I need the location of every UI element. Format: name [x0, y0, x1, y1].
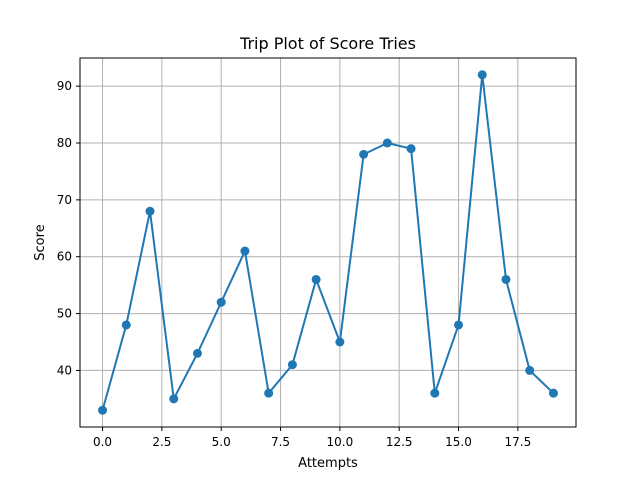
- y-tick-label: 40: [57, 363, 72, 377]
- x-tick-label: 12.5: [386, 435, 413, 449]
- data-point: [145, 206, 155, 216]
- plot-frame: [79, 57, 577, 428]
- y-axis-title: Score: [33, 224, 48, 260]
- points-layer: [98, 70, 558, 415]
- x-tick-label: 17.5: [504, 435, 531, 449]
- chart-title: Trip Plot of Score Tries: [239, 34, 416, 53]
- x-tick-label: 10.0: [327, 435, 354, 449]
- x-axis-title: Attempts: [298, 456, 358, 471]
- data-point: [169, 394, 179, 404]
- data-point: [192, 348, 202, 358]
- y-tick-label: 90: [57, 79, 72, 93]
- data-point: [454, 320, 464, 330]
- x-tick-label: 0.0: [93, 435, 112, 449]
- x-tick-label: 15.0: [445, 435, 472, 449]
- y-tick-label: 60: [57, 250, 72, 264]
- y-tick-label: 50: [57, 307, 72, 321]
- grid-layer: [80, 58, 576, 427]
- data-point: [359, 149, 369, 159]
- axis-layer: 0.0 2.5 5.0 7.5 10.0 12.5 15.0 17.5 40 50 60 70 80 90: [57, 79, 531, 449]
- data-point: [430, 388, 440, 398]
- data-point: [98, 405, 108, 415]
- x-tick-label: 7.5: [271, 435, 290, 449]
- data-point: [548, 388, 558, 398]
- data-point: [525, 365, 535, 375]
- data-point: [406, 144, 416, 154]
- data-point: [311, 274, 321, 284]
- data-point: [287, 360, 297, 370]
- y-tick-label: 80: [57, 136, 72, 150]
- data-point: [335, 337, 345, 347]
- data-point: [501, 274, 511, 284]
- data-point: [477, 70, 487, 80]
- data-point: [382, 138, 392, 148]
- data-point: [264, 388, 274, 398]
- data-point: [216, 297, 226, 307]
- data-point: [121, 320, 131, 330]
- y-tick-label: 70: [57, 193, 72, 207]
- x-tick-label: 5.0: [212, 435, 231, 449]
- series-line: [101, 74, 555, 411]
- x-tick-label: 2.5: [152, 435, 171, 449]
- data-point: [240, 246, 250, 256]
